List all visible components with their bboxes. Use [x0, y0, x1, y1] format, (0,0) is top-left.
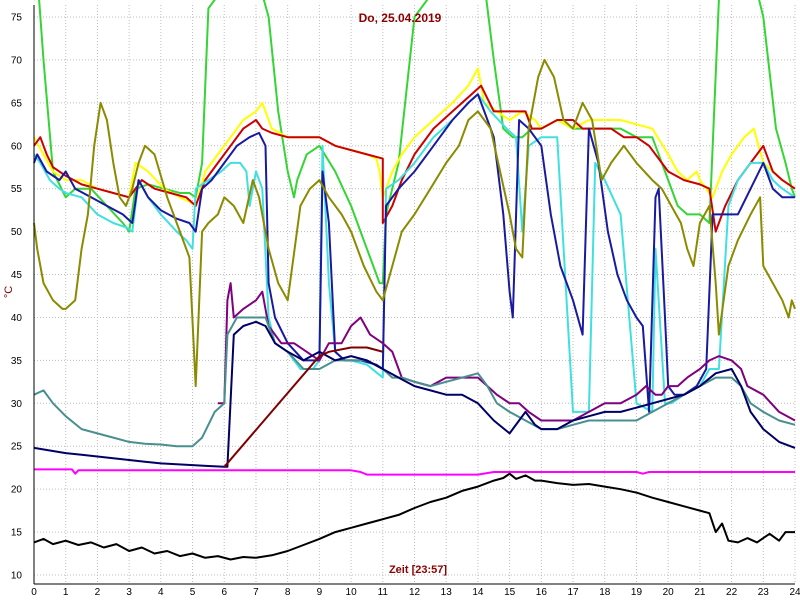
grid-lines [33, 5, 796, 584]
x-tick-label: 6 [221, 587, 227, 598]
x-tick-label: 18 [599, 587, 611, 598]
x-tick-label: 23 [758, 587, 770, 598]
series-line-10 [223, 346, 384, 468]
y-tick-label: 25 [11, 442, 23, 453]
series-line-6 [33, 58, 796, 388]
y-tick-label: 45 [11, 270, 23, 281]
x-tick-label: 12 [409, 587, 421, 598]
series-line-4 [33, 93, 796, 413]
x-tick-label: 13 [441, 587, 453, 598]
y-tick-label: 40 [11, 313, 23, 324]
y-tick-label: 60 [11, 141, 23, 152]
x-axis-label: Zeit [23:57] [389, 564, 447, 576]
y-tick-label: 55 [11, 184, 23, 195]
y-tick-label: 70 [11, 55, 23, 66]
x-tick-label: 24 [789, 587, 800, 598]
series-line-11 [34, 468, 795, 476]
x-tick-label: 19 [631, 587, 643, 598]
x-tick-label: 0 [31, 587, 37, 598]
y-tick-label: 10 [11, 571, 23, 582]
series-line-9 [33, 320, 796, 468]
y-tick-label: 15 [11, 528, 23, 539]
x-tick-label: 8 [285, 587, 291, 598]
x-tick-label: 21 [694, 587, 706, 598]
x-tick-label: 2 [95, 587, 101, 598]
x-tick-label: 9 [317, 587, 323, 598]
x-tick-label: 5 [190, 587, 196, 598]
series-line-3 [33, 84, 796, 233]
x-tick-label: 1 [63, 587, 69, 598]
x-tick-label: 16 [536, 587, 548, 598]
series-line-12 [33, 472, 795, 561]
y-axis-label: °C [3, 286, 15, 298]
chart-title: Do, 25.04.2019 [359, 11, 442, 25]
y-tick-label: 75 [11, 13, 23, 24]
axes [33, 5, 795, 585]
y-tick-label: 50 [11, 227, 23, 238]
x-tick-label: 3 [126, 587, 132, 598]
y-tick-label: 30 [11, 399, 23, 410]
y-tick-label: 65 [11, 98, 23, 109]
x-tick-label: 15 [504, 587, 516, 598]
x-tick-label: 14 [472, 587, 484, 598]
x-tick-label: 20 [663, 587, 675, 598]
tick-labels: 0 1 2 3 4 5 6 7 8 9 10 11 12 13 14 15 16 17 18 19 20 21 22 23 24… [11, 13, 800, 599]
x-tick-label: 17 [567, 587, 579, 598]
x-tick-label: 10 [346, 587, 358, 598]
x-tick-label: 11 [378, 587, 389, 598]
x-tick-label: 22 [726, 587, 738, 598]
series-lines [33, 0, 796, 561]
x-tick-label: 4 [158, 587, 164, 598]
y-tick-label: 35 [11, 356, 23, 367]
y-tick-label: 20 [11, 485, 23, 496]
x-tick-label: 7 [253, 587, 259, 598]
